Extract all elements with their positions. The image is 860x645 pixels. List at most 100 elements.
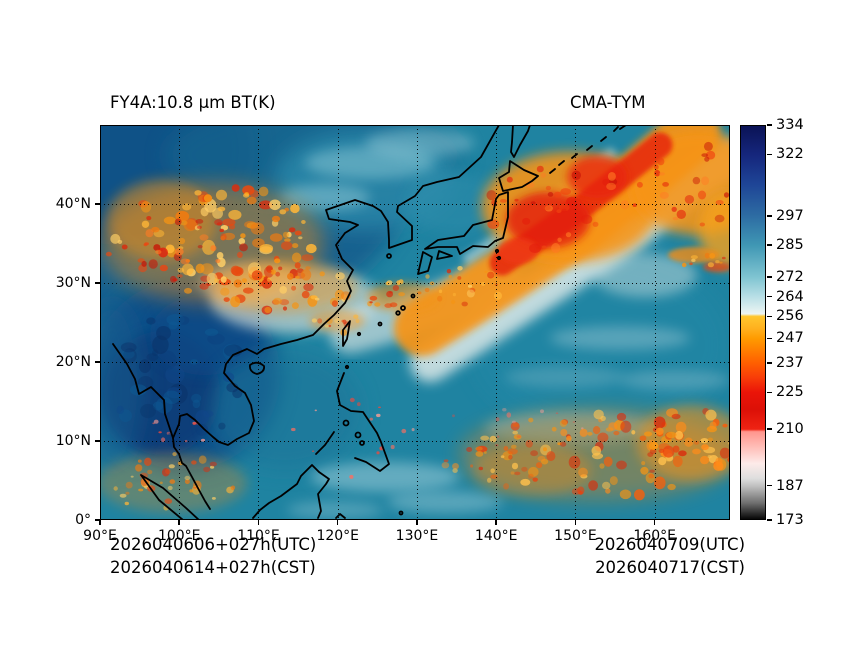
cloud-speckle bbox=[190, 359, 198, 365]
cloud-speckle bbox=[448, 274, 452, 279]
cloud-speckle bbox=[165, 468, 171, 475]
cloud-speckle bbox=[671, 206, 677, 212]
cloud-speckle bbox=[135, 464, 143, 472]
coast-sakhalin bbox=[510, 125, 531, 158]
cloud-speckle bbox=[274, 258, 281, 264]
cloud-speckle bbox=[536, 165, 544, 173]
cloud-speckle bbox=[719, 261, 723, 264]
cloud-speckle bbox=[130, 475, 134, 478]
cloud-speckle bbox=[159, 264, 168, 272]
cloud-speckle bbox=[258, 186, 269, 197]
cloud-speckle bbox=[639, 435, 647, 441]
cloud-speckle bbox=[291, 243, 299, 249]
colorbar-tick-mark bbox=[767, 337, 772, 340]
cloud-speckle bbox=[672, 455, 683, 468]
cloud-speckle bbox=[392, 285, 400, 291]
cloud-speckle bbox=[536, 462, 543, 469]
cloud-speckle bbox=[703, 141, 713, 151]
x-tick-label: 130°E bbox=[395, 528, 439, 544]
x-tick-mark bbox=[416, 520, 418, 525]
cloud-speckle bbox=[559, 419, 568, 427]
cloud-speckle bbox=[335, 272, 345, 280]
colorbar-tick-label: 187 bbox=[776, 477, 804, 494]
cloud-speckle bbox=[500, 199, 507, 203]
cloud-speckle bbox=[544, 205, 553, 212]
coast-sulawesi-tip bbox=[335, 513, 346, 519]
cloud-speckle bbox=[369, 295, 378, 301]
cloud-speckle bbox=[291, 252, 302, 263]
cloud-speckle bbox=[184, 475, 191, 481]
cloud-speckle bbox=[182, 203, 192, 211]
gridline-x bbox=[654, 125, 656, 520]
island-cheju bbox=[386, 253, 392, 259]
cloud-speckle bbox=[203, 194, 213, 203]
cloud-speckle bbox=[457, 276, 462, 280]
cloud-speckle bbox=[207, 333, 225, 345]
valid-time-cst: 2026040717(CST) bbox=[595, 558, 745, 577]
cloud-speckle bbox=[317, 318, 323, 324]
cloud-speckle bbox=[153, 419, 159, 424]
cloud-speckle bbox=[540, 172, 547, 178]
x-tick-mark bbox=[336, 520, 339, 525]
island-panay bbox=[354, 431, 362, 439]
cloud-speckle bbox=[369, 417, 373, 421]
x-tick-label: 120°E bbox=[316, 528, 360, 544]
cloud-speckle bbox=[649, 469, 655, 473]
gridline-x bbox=[496, 125, 498, 520]
cloud-speckle bbox=[195, 424, 209, 436]
cloud-speckle bbox=[606, 182, 616, 191]
colorbar-tick-mark bbox=[767, 276, 772, 278]
gridline-y bbox=[100, 441, 730, 442]
cloud-speckle bbox=[676, 209, 686, 219]
cloud-speckle bbox=[645, 472, 655, 484]
cloud-speckle bbox=[223, 344, 239, 360]
cloud-speckle bbox=[522, 217, 531, 225]
cloud-speckle bbox=[298, 236, 303, 240]
cloud-speckle bbox=[376, 413, 381, 418]
cloud-speckle bbox=[721, 256, 726, 260]
cloud-speckle bbox=[275, 271, 281, 277]
cloud-speckle bbox=[147, 469, 153, 475]
cloud-speckle bbox=[197, 225, 202, 229]
cloud-speckle bbox=[165, 244, 175, 254]
cloud-speckle bbox=[144, 242, 149, 246]
cloud-speckle bbox=[707, 262, 715, 268]
island-ryukyu bbox=[400, 305, 406, 311]
cloud-speckle bbox=[727, 457, 730, 463]
cloud-speckle bbox=[528, 473, 534, 479]
cloud-speckle bbox=[603, 456, 613, 467]
cloud-speckle bbox=[153, 244, 161, 251]
cloud-speckle bbox=[167, 485, 173, 491]
island-mindoro bbox=[342, 419, 350, 427]
cloud-speckle bbox=[704, 156, 710, 162]
cloud-speckle bbox=[452, 468, 458, 473]
cloud-speckle bbox=[516, 435, 521, 438]
cloud-speckle bbox=[398, 292, 405, 297]
cloud-speckle bbox=[500, 455, 505, 459]
cloud-speckle bbox=[486, 190, 497, 201]
cloud-speckle bbox=[659, 191, 669, 199]
satellite-bt-image bbox=[100, 125, 730, 520]
island-izu bbox=[496, 255, 502, 261]
cloud-speckle bbox=[229, 223, 236, 230]
cloud-speckle bbox=[514, 471, 521, 476]
y-tick-mark bbox=[95, 203, 100, 205]
y-tick-label: 10°N bbox=[55, 433, 91, 449]
coast-hokkaido bbox=[498, 160, 539, 192]
cloud-speckle bbox=[475, 451, 484, 457]
cloud-speckle bbox=[461, 301, 468, 307]
cloud-speckle bbox=[180, 258, 190, 265]
x-tick-mark bbox=[495, 520, 497, 525]
cloud-speckle bbox=[324, 324, 330, 328]
cloud-speckle bbox=[723, 192, 730, 198]
cloud-speckle bbox=[158, 247, 168, 258]
cloud-speckle bbox=[529, 243, 541, 253]
cloud-speckle bbox=[294, 230, 302, 236]
cloud-speckle bbox=[681, 262, 687, 268]
y-tick-label: 40°N bbox=[55, 196, 91, 212]
coast-taiwan bbox=[342, 320, 351, 347]
cloud-speckle bbox=[546, 451, 556, 462]
cloud-speckle bbox=[541, 458, 549, 465]
island-ryukyu bbox=[356, 331, 362, 337]
